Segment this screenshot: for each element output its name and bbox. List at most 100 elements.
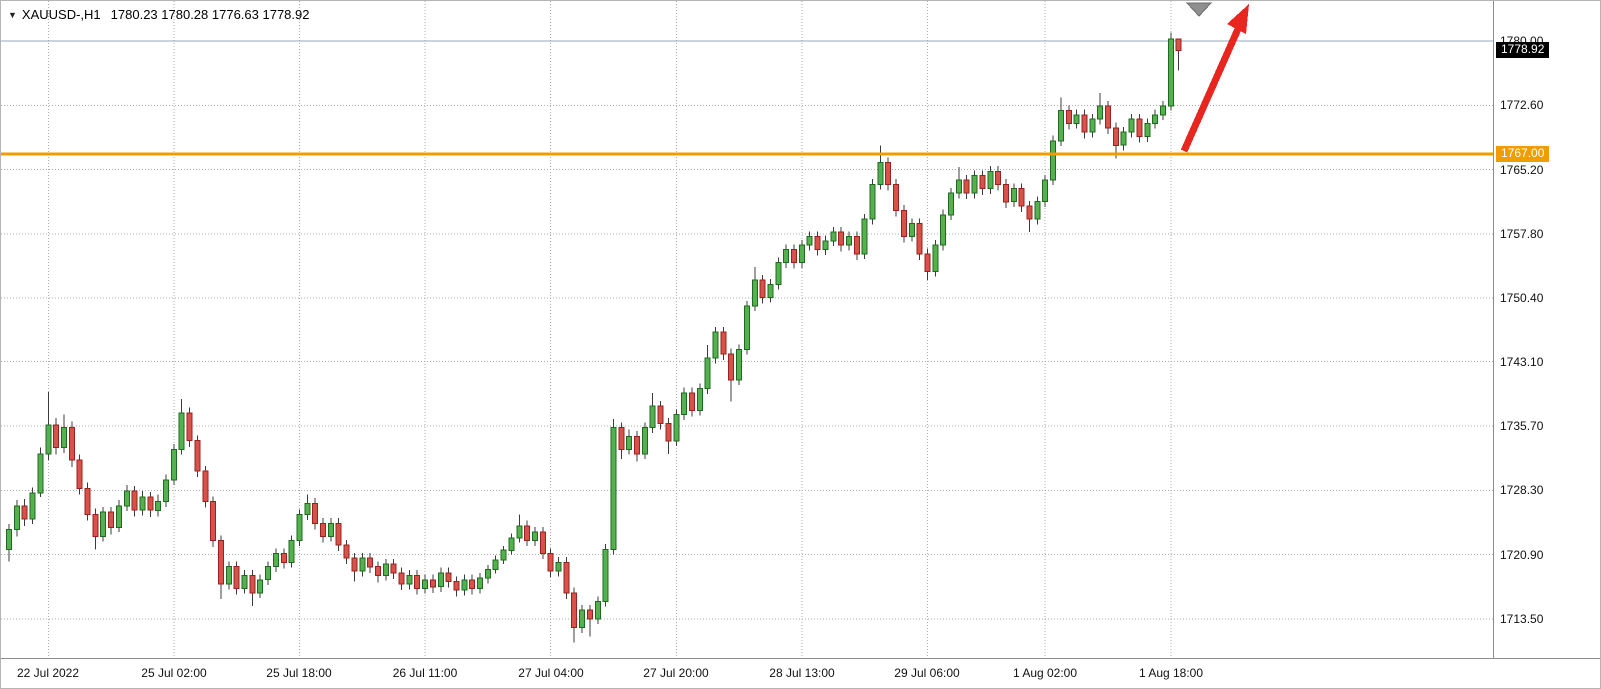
gray-triangle-marker[interactable] — [1185, 2, 1213, 17]
candle — [469, 579, 476, 589]
candle — [885, 162, 892, 185]
price-axis-label: 1728.30 — [1500, 483, 1544, 497]
candle — [13, 505, 20, 530]
price-axis-label: 1757.80 — [1500, 227, 1544, 241]
candle — [665, 422, 672, 442]
time-axis-label: 1 Aug 02:00 — [1012, 666, 1078, 680]
candle — [979, 175, 986, 190]
candle — [610, 427, 617, 550]
candle — [186, 412, 193, 442]
candle — [147, 496, 154, 511]
chart-title-symbol: XAUUSD-,H1 — [21, 7, 101, 22]
candle — [594, 601, 601, 620]
candle — [806, 236, 813, 246]
candle — [1159, 105, 1166, 116]
candle — [1034, 201, 1041, 220]
candle — [304, 502, 311, 516]
candle — [571, 592, 578, 629]
candle — [429, 579, 436, 588]
candle — [76, 459, 83, 490]
candle — [673, 414, 680, 442]
candle — [838, 231, 845, 246]
candle — [900, 209, 907, 237]
price-axis-label: 1750.40 — [1500, 291, 1544, 305]
candle — [1105, 105, 1111, 129]
candle — [681, 392, 688, 416]
candle — [618, 427, 625, 450]
candle — [1065, 110, 1072, 124]
candle — [524, 525, 531, 542]
candle — [422, 579, 429, 589]
candle — [657, 405, 664, 424]
candle — [217, 540, 224, 585]
time-axis-label: 25 Jul 02:00 — [141, 666, 207, 680]
candle — [398, 572, 405, 585]
candle — [1175, 38, 1182, 51]
candle — [139, 496, 146, 511]
candle — [1042, 179, 1049, 203]
candle — [877, 162, 884, 185]
candle — [579, 609, 586, 629]
time-axis-label: 27 Jul 04:00 — [518, 666, 584, 680]
candle — [1002, 183, 1009, 203]
time-axis[interactable]: 22 Jul 2022 25 Jul 02:00 25 Jul 18:00 26 Ju… — [1, 658, 1600, 688]
candle — [783, 249, 790, 263]
price-axis-label: 1735.70 — [1500, 419, 1544, 433]
candle — [1026, 205, 1033, 220]
candle — [516, 525, 523, 539]
time-axis-label: 1 Aug 18:00 — [1138, 666, 1204, 680]
time-axis-label: 28 Jul 13:00 — [769, 666, 835, 680]
candle — [265, 566, 272, 581]
candle — [272, 553, 279, 568]
candle — [830, 231, 837, 242]
candle — [869, 183, 876, 220]
candle — [586, 609, 593, 620]
candle — [845, 236, 852, 246]
price-axis-label: 1743.10 — [1500, 355, 1544, 369]
candle — [6, 528, 12, 550]
candle — [288, 540, 295, 563]
candle — [351, 557, 358, 572]
candle — [210, 501, 217, 542]
bid-price-badge: 1778.92 — [1496, 42, 1550, 58]
candle — [1057, 110, 1064, 142]
candle — [1097, 105, 1104, 120]
candle — [249, 574, 256, 594]
candle — [437, 572, 444, 588]
candle — [108, 511, 115, 529]
candle — [626, 435, 633, 450]
candle — [908, 223, 915, 237]
candle — [202, 470, 209, 503]
price-axis[interactable]: 1767.00 1778.92 1780.00 1772.60 1765.20 175… — [1494, 1, 1600, 658]
candle — [563, 561, 570, 594]
candle — [712, 331, 719, 359]
candle — [92, 514, 99, 537]
candle — [233, 566, 240, 589]
time-axis-label: 22 Jul 2022 — [16, 666, 80, 680]
price-axis-label: 1772.60 — [1500, 98, 1544, 112]
candle — [492, 559, 499, 570]
candle — [477, 577, 483, 589]
candle — [775, 262, 782, 285]
chart-canvas — [1, 1, 1493, 658]
candle — [798, 244, 805, 264]
candle — [327, 522, 334, 537]
candle — [382, 563, 389, 576]
candle — [296, 514, 303, 542]
candle — [84, 488, 91, 516]
candle — [445, 572, 452, 582]
candle — [1089, 118, 1096, 133]
candle — [320, 522, 326, 537]
plot-area[interactable]: ▼ XAUUSD-,H1 1780.23 1780.28 1776.63 1778.… — [1, 1, 1494, 658]
trend-arrow[interactable] — [1180, 4, 1249, 153]
candle — [924, 253, 931, 272]
candle — [1136, 118, 1143, 138]
price-axis-label: 1765.20 — [1500, 163, 1544, 177]
candle — [367, 557, 374, 568]
candle — [115, 505, 122, 529]
candle — [163, 479, 169, 502]
candle — [45, 424, 52, 455]
candle — [688, 392, 695, 411]
candle — [453, 581, 460, 591]
